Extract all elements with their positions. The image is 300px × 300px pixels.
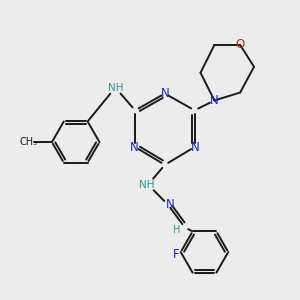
Text: F: F bbox=[172, 248, 179, 260]
Text: N: N bbox=[165, 198, 174, 211]
Text: N: N bbox=[160, 87, 169, 100]
Text: H: H bbox=[173, 225, 180, 235]
Text: N: N bbox=[191, 140, 200, 154]
Text: CH₃: CH₃ bbox=[19, 137, 37, 147]
Text: O: O bbox=[236, 38, 245, 52]
Text: N: N bbox=[210, 94, 219, 107]
Text: N: N bbox=[130, 140, 139, 154]
Text: NH: NH bbox=[108, 82, 123, 93]
Text: NH: NH bbox=[139, 180, 155, 190]
